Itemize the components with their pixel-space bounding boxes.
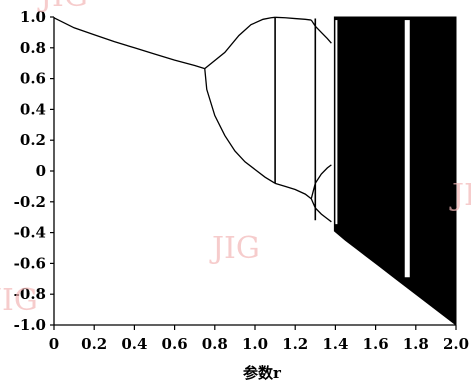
x-tick-label: 1.4 bbox=[322, 335, 348, 353]
branch-line-7 bbox=[310, 19, 332, 44]
periodic-window-1 bbox=[404, 20, 410, 278]
y-tick-label: -0.8 bbox=[14, 285, 46, 303]
watermarks: JIG JIG JIG JIG bbox=[0, 0, 471, 318]
y-tick-label: -0.2 bbox=[14, 193, 46, 211]
y-tick-label: 0.4 bbox=[20, 100, 46, 118]
branch-line-2 bbox=[204, 68, 276, 184]
watermark-text: JIG bbox=[37, 0, 88, 14]
chaos-band-10 bbox=[333, 16, 457, 327]
branch-line-4 bbox=[275, 16, 312, 21]
x-axis-label: 参数r bbox=[243, 364, 282, 382]
y-tick-label: -0.6 bbox=[14, 254, 46, 272]
x-tick-label: 0 bbox=[49, 335, 59, 353]
x-tick-label: 1.0 bbox=[242, 335, 268, 353]
x-tick-label: 1.8 bbox=[403, 335, 429, 353]
branch-line-1 bbox=[204, 16, 276, 70]
branch-line-0 bbox=[53, 17, 205, 70]
x-tick-label: 0.2 bbox=[81, 335, 107, 353]
branch-line-3 bbox=[274, 182, 312, 200]
x-tick-label: 2.0 bbox=[443, 335, 469, 353]
x-tick-label: 1.2 bbox=[282, 335, 308, 353]
axes: 0 0.2 0.4 0.6 0.8 1.0 1.2 1.4 1.6 1.8 2.0 1.0 0.8 0.6… bbox=[14, 8, 469, 353]
y-tick-label: 0.2 bbox=[20, 131, 46, 149]
watermark-text: JIG bbox=[0, 283, 38, 318]
watermark-text: JIG bbox=[449, 178, 471, 213]
y-tick-label: 0 bbox=[36, 162, 46, 180]
watermark-text: JIG bbox=[209, 231, 260, 266]
x-tick-label: 1.6 bbox=[363, 335, 389, 353]
branch-line-5 bbox=[310, 164, 332, 199]
periodic-window-0 bbox=[335, 20, 338, 225]
y-tick-label: -1.0 bbox=[14, 316, 46, 334]
x-tick-label: 0.4 bbox=[121, 335, 147, 353]
y-tick-label: -0.4 bbox=[14, 224, 46, 242]
branch-line-6 bbox=[310, 198, 332, 223]
plot-area bbox=[53, 16, 457, 327]
y-tick-label: 1.0 bbox=[20, 8, 46, 26]
y-tick-label: 0.6 bbox=[20, 70, 46, 88]
x-tick-label: 0.8 bbox=[202, 335, 228, 353]
y-tick-label: 0.8 bbox=[20, 39, 46, 57]
x-tick-label: 0.6 bbox=[162, 335, 188, 353]
